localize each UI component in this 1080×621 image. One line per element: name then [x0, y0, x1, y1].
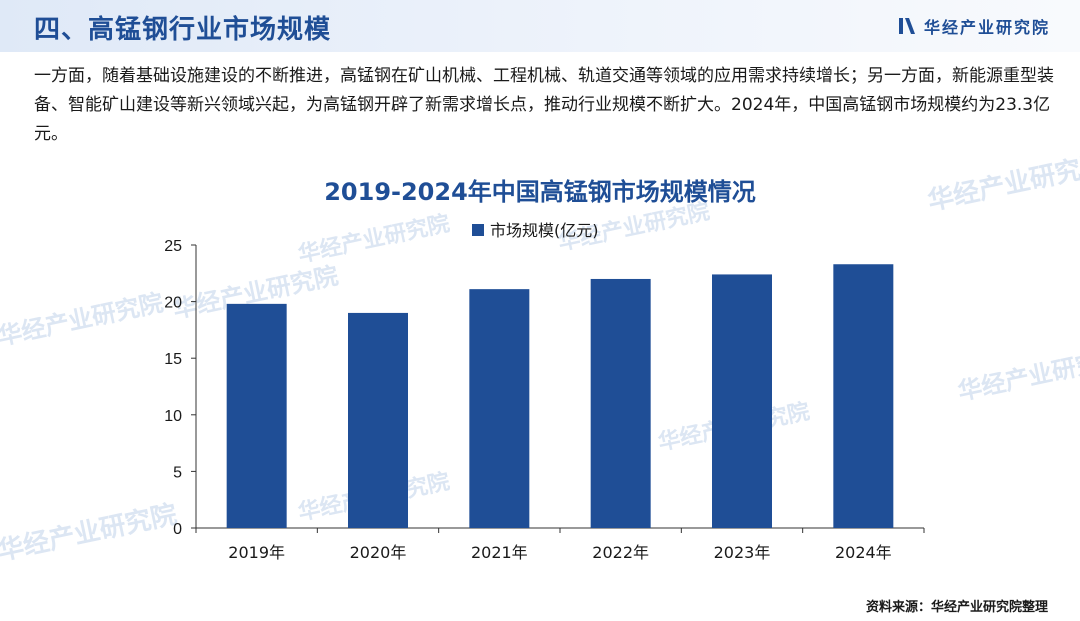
- bar-2023年: [712, 274, 772, 528]
- y-tick-label: 5: [173, 464, 182, 481]
- x-tick-label: 2023年: [714, 543, 771, 562]
- chart-title: 2019-2024年中国高锰钢市场规模情况: [324, 178, 756, 206]
- y-tick-label: 20: [164, 295, 182, 312]
- x-tick-label: 2020年: [350, 543, 407, 562]
- watermark-text: 华经产业研究院: [0, 499, 179, 567]
- watermark-text: 华经产业研究院: [955, 344, 1080, 406]
- x-tick-label: 2019年: [228, 543, 285, 562]
- section-title: 四、高锰钢行业市场规模: [34, 15, 332, 45]
- source-note: 资料来源：华经产业研究院整理: [865, 600, 1048, 615]
- x-tick-label: 2022年: [592, 543, 649, 562]
- legend-label: 市场规模(亿元): [490, 221, 599, 240]
- bar-2021年: [469, 289, 530, 528]
- watermark-text: 华经产业研究院: [296, 210, 452, 267]
- logo-mark-icon: [898, 18, 915, 34]
- brand-logo: 华经产业研究院: [898, 14, 1050, 38]
- logo-text: 华经产业研究院: [923, 18, 1050, 37]
- watermark-text: 华经产业研究院: [925, 149, 1080, 217]
- bar-2020年: [348, 312, 408, 528]
- bar-2019年: [226, 303, 287, 528]
- x-tick-label: 2024年: [835, 543, 892, 562]
- y-tick-label: 10: [164, 408, 182, 425]
- legend-swatch: [472, 224, 484, 236]
- y-tick-label: 15: [164, 351, 182, 368]
- bar-2024年: [833, 264, 894, 528]
- plot-area: 0 5 10 15 20 25 2019年 2020年 2021年 2022年 2023年 2024年…: [164, 221, 925, 562]
- bar-2022年: [590, 278, 651, 528]
- watermark-text: 华经产业研究院: [0, 289, 166, 351]
- intro-paragraph: 一方面，随着基础设施建设的不断推进，高锰钢在矿山机械、工程机械、轨道交通等领域的…: [34, 66, 1054, 144]
- y-tick-label: 0: [173, 521, 182, 538]
- y-tick-label: 25: [164, 238, 182, 255]
- x-tick-label: 2021年: [471, 543, 528, 562]
